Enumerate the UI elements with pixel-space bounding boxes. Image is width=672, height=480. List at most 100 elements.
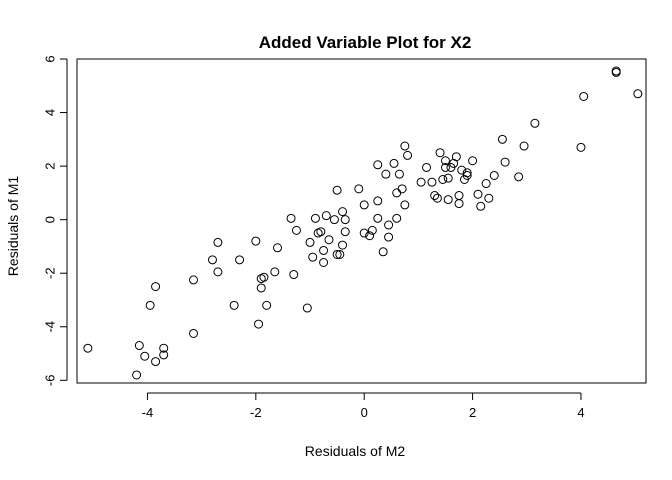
data-point <box>324 235 334 245</box>
data-point <box>440 156 450 166</box>
data-point <box>308 252 318 262</box>
data-point <box>132 370 142 380</box>
data-point <box>134 341 144 351</box>
data-point <box>468 156 478 166</box>
data-point <box>256 283 266 293</box>
x-axis-label: Residuals of M2 <box>305 443 406 459</box>
data-point <box>340 227 350 237</box>
data-point <box>335 249 345 259</box>
data-points <box>83 66 643 380</box>
data-point <box>373 160 383 170</box>
data-point <box>151 282 161 292</box>
data-point <box>251 236 261 246</box>
data-point <box>189 275 199 285</box>
data-point <box>321 211 331 221</box>
y-tick-label: -4 <box>42 321 57 333</box>
chart-title: Added Variable Plot for X2 <box>259 33 472 52</box>
data-point <box>83 343 93 353</box>
data-point <box>213 267 223 277</box>
data-point <box>384 220 394 230</box>
data-point <box>159 350 169 360</box>
data-point <box>235 255 245 265</box>
data-point <box>207 255 217 265</box>
data-point <box>373 196 383 206</box>
data-point <box>432 193 442 203</box>
data-point <box>213 237 223 247</box>
y-axis-label: Residuals of M1 <box>5 176 21 277</box>
data-point <box>576 142 586 152</box>
data-point <box>140 351 150 361</box>
data-point <box>392 188 402 198</box>
data-point <box>438 174 448 184</box>
y-tick-label: 2 <box>42 162 57 169</box>
data-point <box>145 300 155 310</box>
data-point <box>286 213 296 223</box>
data-point <box>159 343 169 353</box>
data-point <box>332 249 342 259</box>
data-point <box>389 158 399 168</box>
data-point <box>392 213 402 223</box>
data-point <box>338 240 348 250</box>
data-point <box>316 227 326 237</box>
data-point <box>400 141 410 151</box>
data-point <box>457 165 467 175</box>
y-axis: -6 -4 -2 0 2 4 6 <box>42 55 68 386</box>
data-point <box>427 177 437 187</box>
data-point <box>229 300 239 310</box>
data-point <box>310 213 320 223</box>
data-point <box>403 150 413 160</box>
data-point <box>381 169 391 179</box>
data-point <box>454 199 464 209</box>
data-point <box>373 213 383 223</box>
y-tick-label: 0 <box>42 216 57 223</box>
data-point <box>416 177 426 187</box>
data-point <box>397 184 407 194</box>
data-point <box>332 185 342 195</box>
data-point <box>633 89 643 99</box>
data-point <box>270 267 280 277</box>
data-point <box>514 172 524 182</box>
data-point <box>440 162 450 172</box>
data-point <box>400 200 410 210</box>
data-point <box>319 258 329 268</box>
data-point <box>367 225 377 235</box>
data-point <box>329 215 339 225</box>
x-tick-label: -2 <box>250 405 262 420</box>
data-point <box>422 162 432 172</box>
data-point <box>319 245 329 255</box>
data-point <box>259 272 269 282</box>
y-tick-label: 6 <box>42 55 57 62</box>
data-point <box>435 148 445 158</box>
data-point <box>473 189 483 199</box>
data-point <box>451 152 461 162</box>
data-point <box>305 237 315 247</box>
data-point <box>384 232 394 242</box>
data-point <box>484 193 494 203</box>
data-point <box>497 134 507 144</box>
data-point <box>519 141 529 151</box>
x-tick-label: 4 <box>577 405 584 420</box>
data-point <box>291 225 301 235</box>
data-point <box>489 170 499 180</box>
data-point <box>443 195 453 205</box>
x-axis: -4 -2 0 2 4 <box>142 392 585 420</box>
data-point <box>462 168 472 178</box>
data-point <box>454 191 464 201</box>
data-point <box>273 243 283 253</box>
data-point <box>365 231 375 241</box>
data-point <box>289 270 299 280</box>
data-point <box>151 357 161 367</box>
data-point <box>579 91 589 101</box>
data-point <box>340 215 350 225</box>
data-point <box>430 191 440 201</box>
data-point <box>443 173 453 183</box>
data-point <box>476 201 486 211</box>
data-point <box>359 200 369 210</box>
data-point <box>338 207 348 217</box>
y-tick-label: -2 <box>42 267 57 279</box>
x-tick-label: 0 <box>361 405 368 420</box>
data-point <box>359 228 369 238</box>
data-point <box>481 179 491 189</box>
data-point <box>611 66 621 76</box>
